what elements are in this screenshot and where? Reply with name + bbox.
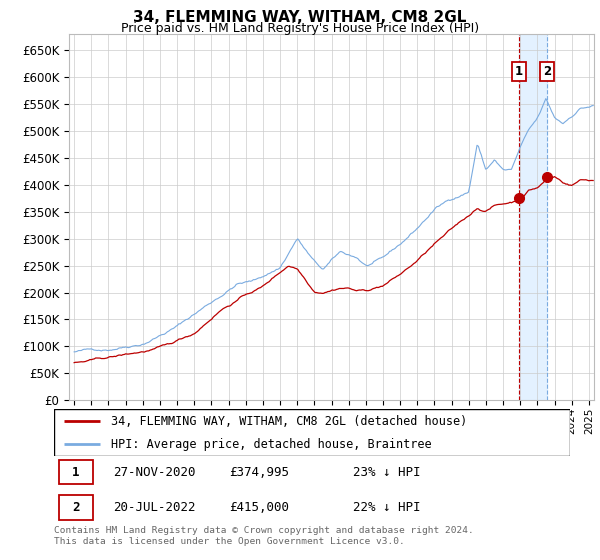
Text: Price paid vs. HM Land Registry's House Price Index (HPI): Price paid vs. HM Land Registry's House … — [121, 22, 479, 35]
Text: £415,000: £415,000 — [229, 501, 289, 514]
Text: 2: 2 — [72, 501, 80, 514]
Text: 34, FLEMMING WAY, WITHAM, CM8 2GL: 34, FLEMMING WAY, WITHAM, CM8 2GL — [133, 10, 467, 25]
Text: 23% ↓ HPI: 23% ↓ HPI — [353, 465, 421, 479]
Text: 34, FLEMMING WAY, WITHAM, CM8 2GL (detached house): 34, FLEMMING WAY, WITHAM, CM8 2GL (detac… — [111, 414, 467, 428]
Text: 22% ↓ HPI: 22% ↓ HPI — [353, 501, 421, 514]
Bar — [519, 34, 547, 400]
Text: HPI: Average price, detached house, Braintree: HPI: Average price, detached house, Brai… — [111, 437, 431, 451]
Text: Contains HM Land Registry data © Crown copyright and database right 2024.
This d: Contains HM Land Registry data © Crown c… — [54, 526, 474, 546]
Text: 27-NOV-2020: 27-NOV-2020 — [113, 465, 196, 479]
Text: 1: 1 — [72, 465, 80, 479]
Text: 1: 1 — [515, 65, 523, 78]
Bar — [59, 495, 92, 520]
Text: £374,995: £374,995 — [229, 465, 289, 479]
Text: 20-JUL-2022: 20-JUL-2022 — [113, 501, 196, 514]
Bar — [59, 460, 92, 484]
Text: 2: 2 — [543, 65, 551, 78]
